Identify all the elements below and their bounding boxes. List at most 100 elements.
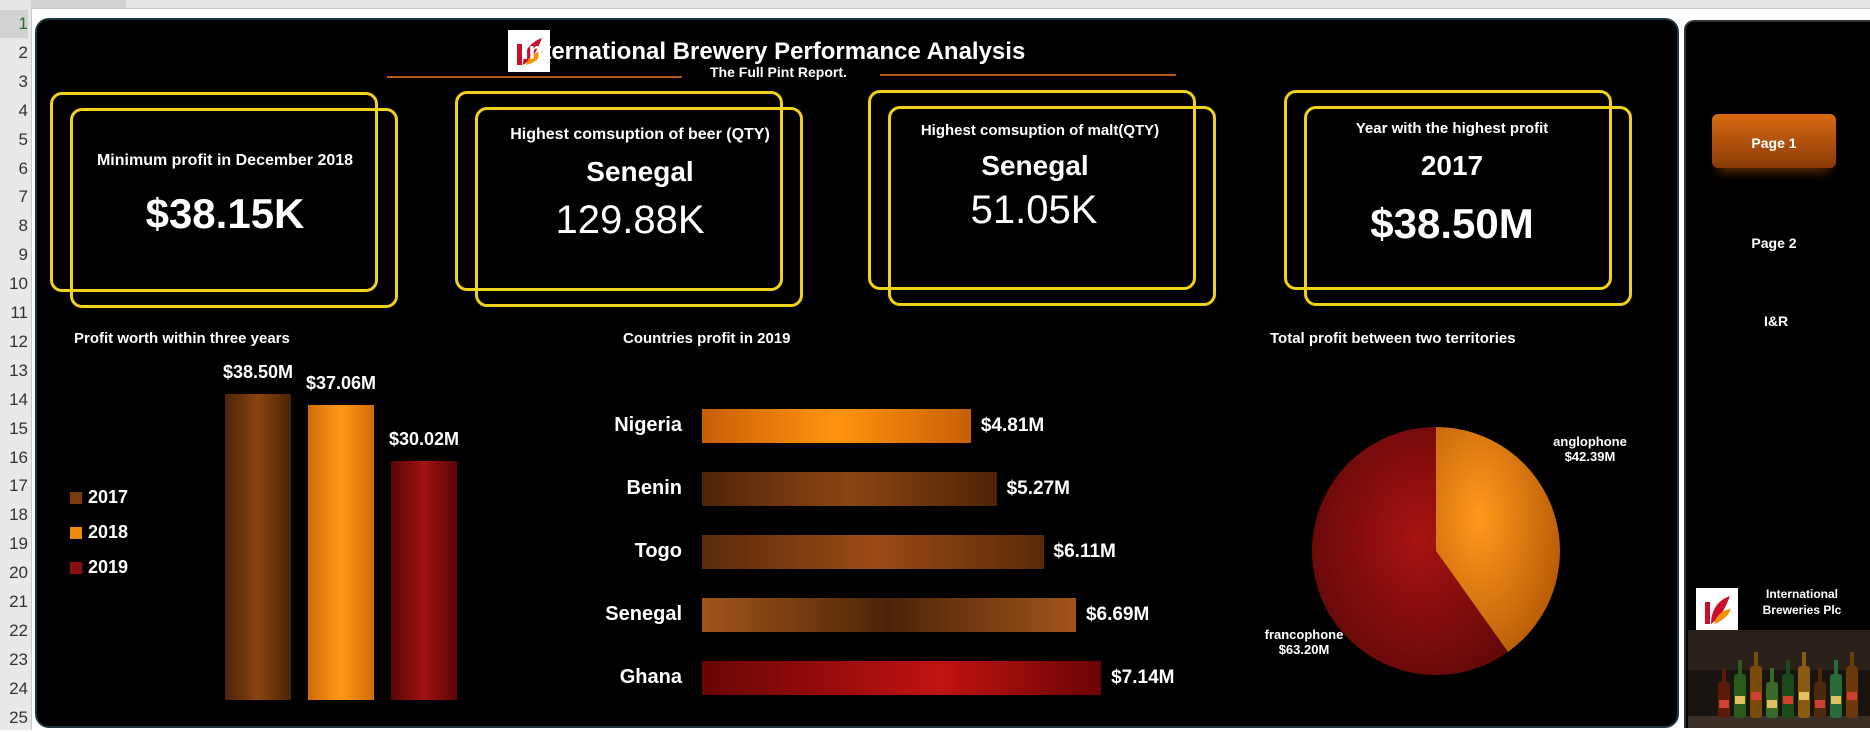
row-number[interactable]: 2: [18, 42, 28, 62]
nav-ir-button[interactable]: I&R: [1763, 313, 1789, 329]
row-number[interactable]: 23: [9, 649, 28, 669]
pie-label-francophone-name: francophone: [1264, 627, 1344, 642]
legend-label: 2018: [88, 522, 129, 542]
pie-slice-anglophone: [1436, 427, 1560, 652]
bottle-neck: [1802, 652, 1806, 666]
company-name: International Breweries Plc: [1762, 587, 1842, 617]
country-label: Nigeria: [614, 414, 682, 436]
country-bar-senegal: [702, 598, 1076, 632]
country-bar-ghana: [702, 661, 1102, 695]
row-number[interactable]: 7: [18, 187, 28, 207]
kpi-card-malt-frame: [868, 90, 1196, 290]
bottle-neck: [1770, 668, 1774, 682]
row-number[interactable]: 4: [18, 100, 28, 120]
title-divider-right: [880, 74, 1176, 76]
row-number[interactable]: 3: [18, 71, 28, 91]
dashboard-subtitle: The Full Pint Report.: [710, 64, 847, 80]
row-number[interactable]: 13: [9, 360, 28, 380]
chart-title-countries-profit: Countries profit in 2019: [623, 330, 791, 347]
legend-swatch: [70, 527, 82, 540]
legend-label: 2017: [88, 487, 129, 507]
row-number[interactable]: 17: [9, 476, 28, 496]
kpi-malt-value: 51.05K: [970, 188, 1098, 232]
country-bar-value: $7.14M: [1111, 667, 1175, 688]
row-number[interactable]: 15: [9, 418, 28, 438]
kpi-beer-value: 129.88K: [555, 198, 705, 242]
title-divider-left: [387, 76, 682, 78]
country-label: Senegal: [605, 603, 682, 625]
kpi-card-year-frame-offset: [1304, 106, 1632, 306]
bottle-label: [1767, 700, 1777, 708]
kpi-beer-country: Senegal: [586, 156, 694, 187]
row-number[interactable]: 18: [9, 505, 28, 525]
country-bar-value: $5.27M: [1006, 478, 1070, 499]
kpi-malt-country: Senegal: [981, 150, 1089, 181]
row-number[interactable]: 8: [18, 216, 28, 236]
row-number[interactable]: 24: [9, 678, 28, 698]
country-label: Benin: [626, 477, 682, 499]
bottle-label: [1783, 696, 1793, 704]
row-number[interactable]: 1: [0, 10, 28, 38]
profit-bar-label: $37.06M: [305, 373, 377, 394]
bottle-neck: [1786, 660, 1790, 674]
legend-swatch: [70, 562, 82, 575]
pie-label-francophone: francophone $63.20M: [1254, 627, 1354, 657]
dashboard-title: International Brewery Performance Analys…: [522, 38, 1026, 65]
row-number[interactable]: 21: [9, 592, 28, 611]
kpi-min-profit-value: $38.15K: [145, 190, 305, 237]
nav-page2-button[interactable]: Page 2: [1751, 235, 1797, 251]
kpi-min-profit-label: Minimum profit in December 2018: [96, 152, 354, 169]
row-number[interactable]: 16: [9, 447, 28, 467]
legend-item-2019: 2019: [70, 557, 128, 578]
row-number[interactable]: 22: [9, 620, 28, 640]
country-bar-value: $6.11M: [1053, 541, 1116, 562]
legend-swatch: [70, 492, 82, 505]
kpi-beer-label: Highest comsuption of beer (QTY): [510, 126, 770, 143]
nav-page1-button[interactable]: [1712, 114, 1836, 168]
country-bar-value: $4.81M: [980, 415, 1045, 436]
row-number[interactable]: 19: [9, 534, 28, 554]
row-number[interactable]: 11: [10, 303, 28, 322]
column-header-bar: [0, 0, 1870, 9]
bottle-label: [1847, 692, 1857, 700]
country-label: Togo: [634, 540, 682, 562]
pie-slice-francophone: [1312, 427, 1508, 675]
bottle-neck: [1722, 668, 1726, 682]
chart-title-profit-years: Profit worth within three years: [74, 330, 290, 347]
profit-bar-2019: [391, 461, 457, 700]
kpi-year-label: Year with the highest profit: [1355, 120, 1549, 137]
row-number[interactable]: 9: [18, 245, 28, 265]
row-number[interactable]: 12: [9, 331, 28, 351]
country-label: Ghana: [619, 666, 682, 688]
row-number[interactable]: 5: [18, 129, 28, 149]
kpi-year-profit: $38.50M: [1370, 200, 1534, 247]
row-number[interactable]: 14: [9, 389, 28, 409]
pie-label-anglophone-value: $42.39M: [1564, 449, 1616, 464]
row-number[interactable]: 6: [18, 158, 28, 178]
bottle-label: [1831, 696, 1841, 704]
country-bar-togo: [702, 535, 1044, 569]
bottle-neck: [1818, 668, 1822, 682]
pie-label-francophone-value: $63.20M: [1278, 642, 1330, 657]
legend-item-2017: 2017: [70, 487, 128, 508]
profit-bar-label: $30.02M: [388, 429, 460, 450]
bottle-label: [1751, 692, 1761, 700]
chart-title-territories: Total profit between two territories: [1270, 330, 1516, 347]
profit-bar-2017: [225, 393, 291, 700]
row-number[interactable]: 20: [9, 563, 28, 583]
beer-bottles-image: [1688, 630, 1870, 728]
row-number[interactable]: 10: [9, 274, 28, 294]
kpi-year-value: 2017: [1420, 150, 1484, 181]
bottle-label: [1799, 692, 1809, 700]
legend-item-2018: 2018: [70, 522, 128, 543]
pie-label-anglophone: anglophone $42.39M: [1540, 434, 1640, 464]
bottle-neck: [1834, 660, 1838, 674]
row-number[interactable]: 25: [9, 707, 28, 727]
brewery-logo: [508, 30, 550, 72]
territories-pie-chart: [1312, 427, 1560, 675]
kpi-card-min-profit-frame-offset: [70, 108, 398, 308]
kpi-card-beer-frame: [455, 91, 783, 291]
country-bar-benin: [702, 472, 997, 506]
country-bar-value: $6.69M: [1085, 604, 1150, 625]
column-a-header[interactable]: [31, 0, 126, 8]
